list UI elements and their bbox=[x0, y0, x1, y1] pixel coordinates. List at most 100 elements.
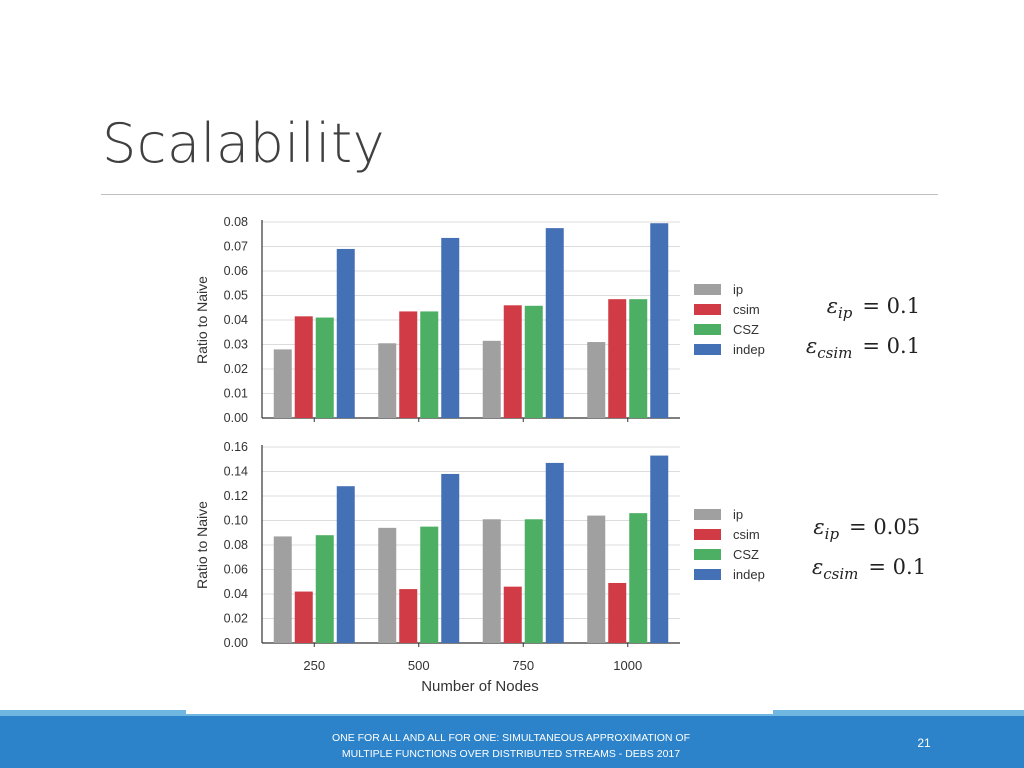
bar-ip-1000 bbox=[587, 342, 606, 418]
bar-csim-250 bbox=[294, 316, 313, 418]
epsilon-subscript: ip bbox=[838, 304, 853, 322]
epsilon-subscript: ip bbox=[824, 525, 840, 543]
bar-csz-500 bbox=[420, 311, 439, 418]
y-axis-label: Ratio to Naive bbox=[194, 276, 210, 364]
y-tick-label: 0.06 bbox=[224, 264, 248, 278]
epsilon-symbol: ε bbox=[826, 294, 838, 318]
footer-line-1: ONE FOR ALL AND ALL FOR ONE: SIMULTANEOU… bbox=[331, 732, 691, 744]
bar-csim-500 bbox=[399, 311, 418, 418]
y-tick-label: 0.03 bbox=[224, 338, 248, 352]
title-divider bbox=[101, 194, 938, 195]
bar-csz-250 bbox=[315, 317, 334, 418]
legend: ip csim CSZ indep bbox=[694, 282, 765, 357]
legend-swatch-csim bbox=[694, 529, 721, 540]
chart-panel-2: 0.00 0.02 0.04 0.06 0.08 0.10 0.12 0.14 0.16 Rati… bbox=[194, 440, 765, 695]
footer-accent-gap bbox=[186, 710, 773, 714]
bar-ip-750 bbox=[482, 519, 501, 643]
y-tick-label: 0.01 bbox=[224, 387, 248, 401]
epsilon-value: = 0.05 bbox=[849, 515, 921, 539]
bar-csz-1000 bbox=[629, 513, 648, 643]
legend-swatch-csim bbox=[694, 304, 721, 315]
y-tick-label: 0.00 bbox=[224, 636, 248, 650]
y-tick-label: 0.08 bbox=[224, 215, 248, 229]
legend-label-csz: CSZ bbox=[733, 322, 759, 337]
bar-indep-750 bbox=[545, 462, 564, 643]
bar-indep-1000 bbox=[650, 455, 669, 643]
y-tick-label: 0.16 bbox=[224, 440, 248, 454]
y-tick-label: 0.06 bbox=[224, 563, 248, 577]
y-tick-label: 0.02 bbox=[224, 362, 248, 376]
bar-csz-750 bbox=[524, 519, 543, 643]
y-tick-label: 0.05 bbox=[224, 289, 248, 303]
legend-label-indep: indep bbox=[733, 342, 765, 357]
bar-csz-1000 bbox=[629, 299, 648, 418]
epsilon-value: = 0.1 bbox=[862, 334, 921, 358]
bar-indep-500 bbox=[441, 473, 460, 643]
y-tick-label: 0.02 bbox=[224, 612, 248, 626]
legend-swatch-ip bbox=[694, 509, 721, 520]
bar-csim-250 bbox=[294, 591, 313, 643]
epsilon-symbol: ε bbox=[813, 515, 825, 539]
x-axis-label: Number of Nodes bbox=[421, 678, 539, 695]
epsilon-symbol: ε bbox=[812, 555, 824, 579]
bar-indep-1000 bbox=[650, 223, 669, 418]
epsilon-symbol: ε bbox=[806, 334, 818, 358]
bar-csim-750 bbox=[503, 305, 522, 418]
legend-label-ip: ip bbox=[733, 507, 743, 522]
y-tick-label: 0.00 bbox=[224, 411, 248, 425]
chart-panel-1: 0.00 0.01 0.02 0.03 0.04 0.05 0.06 0.07 0.08 Rati… bbox=[194, 215, 765, 425]
x-tick-label: 1000 bbox=[613, 658, 642, 673]
y-tick-label: 0.10 bbox=[224, 514, 248, 528]
epsilon-csim-line: εcsim = 0.1 bbox=[812, 551, 926, 591]
legend-label-indep: indep bbox=[733, 567, 765, 582]
y-tick-label: 0.07 bbox=[224, 240, 248, 254]
legend-label-ip: ip bbox=[733, 282, 743, 297]
bar-csim-500 bbox=[399, 589, 418, 643]
x-tick-label: 750 bbox=[512, 658, 534, 673]
epsilon-ip-line: εip = 0.1 bbox=[806, 290, 920, 330]
bar-csim-750 bbox=[503, 586, 522, 643]
legend-label-csz: CSZ bbox=[733, 547, 759, 562]
legend-swatch-csz bbox=[694, 549, 721, 560]
y-tick-label: 0.12 bbox=[224, 489, 248, 503]
epsilon-ip-line: εip = 0.05 bbox=[812, 511, 926, 551]
footer-line-2: MULTIPLE FUNCTIONS OVER DISTRIBUTED STRE… bbox=[341, 748, 681, 760]
bar-csz-250 bbox=[315, 535, 334, 643]
bar-csz-750 bbox=[524, 305, 543, 418]
epsilon-annotation-top: εip = 0.1 εcsim = 0.1 bbox=[806, 290, 920, 370]
epsilon-subscript: csim bbox=[823, 565, 859, 583]
y-tick-label: 0.08 bbox=[224, 538, 248, 552]
footer-citation: ONE FOR ALL AND ALL FOR ONE: SIMULTANEOU… bbox=[250, 730, 772, 762]
y-tick-label: 0.04 bbox=[224, 587, 248, 601]
bar-csim-1000 bbox=[608, 299, 627, 418]
page-number: 21 bbox=[917, 736, 931, 750]
footer-bar bbox=[0, 716, 1024, 768]
epsilon-annotation-bottom: εip = 0.05 εcsim = 0.1 bbox=[812, 511, 926, 591]
y-axis-label: Ratio to Naive bbox=[194, 501, 210, 589]
bar-indep-250 bbox=[336, 486, 355, 643]
bar-ip-1000 bbox=[587, 515, 606, 643]
bar-indep-250 bbox=[336, 248, 355, 418]
bar-ip-750 bbox=[482, 340, 501, 418]
bar-indep-750 bbox=[545, 228, 564, 418]
epsilon-subscript: csim bbox=[817, 344, 853, 362]
legend-label-csim: csim bbox=[733, 527, 760, 542]
legend-label-csim: csim bbox=[733, 302, 760, 317]
y-tick-label: 0.04 bbox=[224, 313, 248, 327]
legend: ip csim CSZ indep bbox=[694, 507, 765, 582]
bar-ip-250 bbox=[273, 536, 292, 643]
slide-title: Scalability bbox=[102, 112, 386, 175]
legend-swatch-indep bbox=[694, 569, 721, 580]
epsilon-csim-line: εcsim = 0.1 bbox=[806, 330, 920, 370]
x-tick-label: 500 bbox=[408, 658, 430, 673]
epsilon-value: = 0.1 bbox=[862, 294, 921, 318]
bar-indep-500 bbox=[441, 237, 460, 418]
bar-csim-1000 bbox=[608, 582, 627, 643]
legend-swatch-indep bbox=[694, 344, 721, 355]
epsilon-value: = 0.1 bbox=[868, 555, 927, 579]
bar-csz-500 bbox=[420, 526, 439, 643]
bar-ip-500 bbox=[378, 527, 397, 643]
y-tick-label: 0.14 bbox=[224, 465, 248, 479]
legend-swatch-ip bbox=[694, 284, 721, 295]
